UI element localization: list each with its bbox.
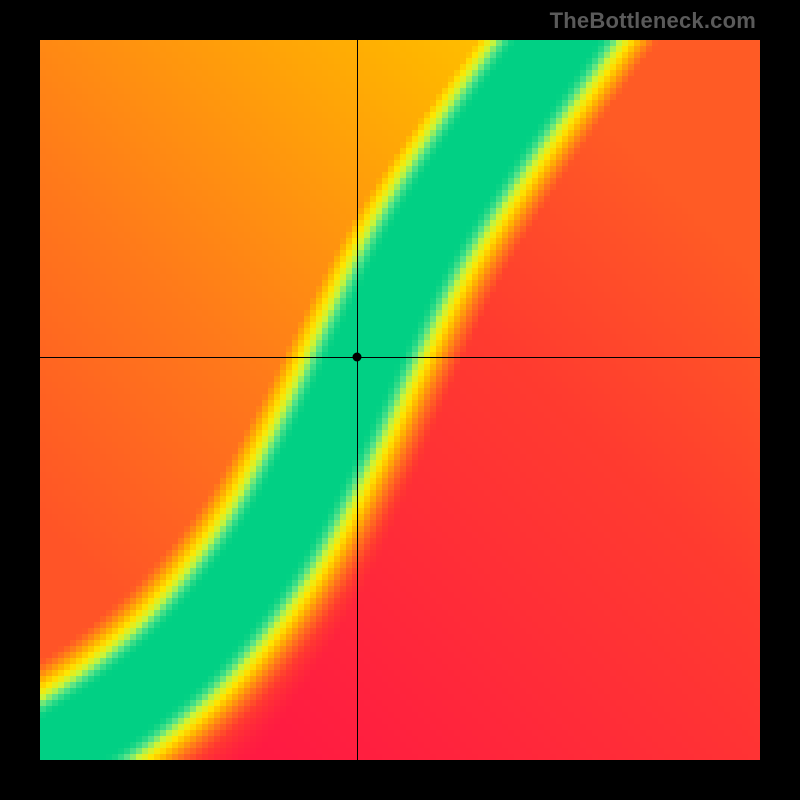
focus-marker — [352, 352, 361, 361]
crosshair-horizontal — [40, 357, 760, 358]
crosshair-vertical — [357, 40, 358, 760]
watermark-text: TheBottleneck.com — [550, 8, 756, 34]
heatmap-canvas — [40, 40, 760, 760]
heatmap-plot — [40, 40, 760, 760]
